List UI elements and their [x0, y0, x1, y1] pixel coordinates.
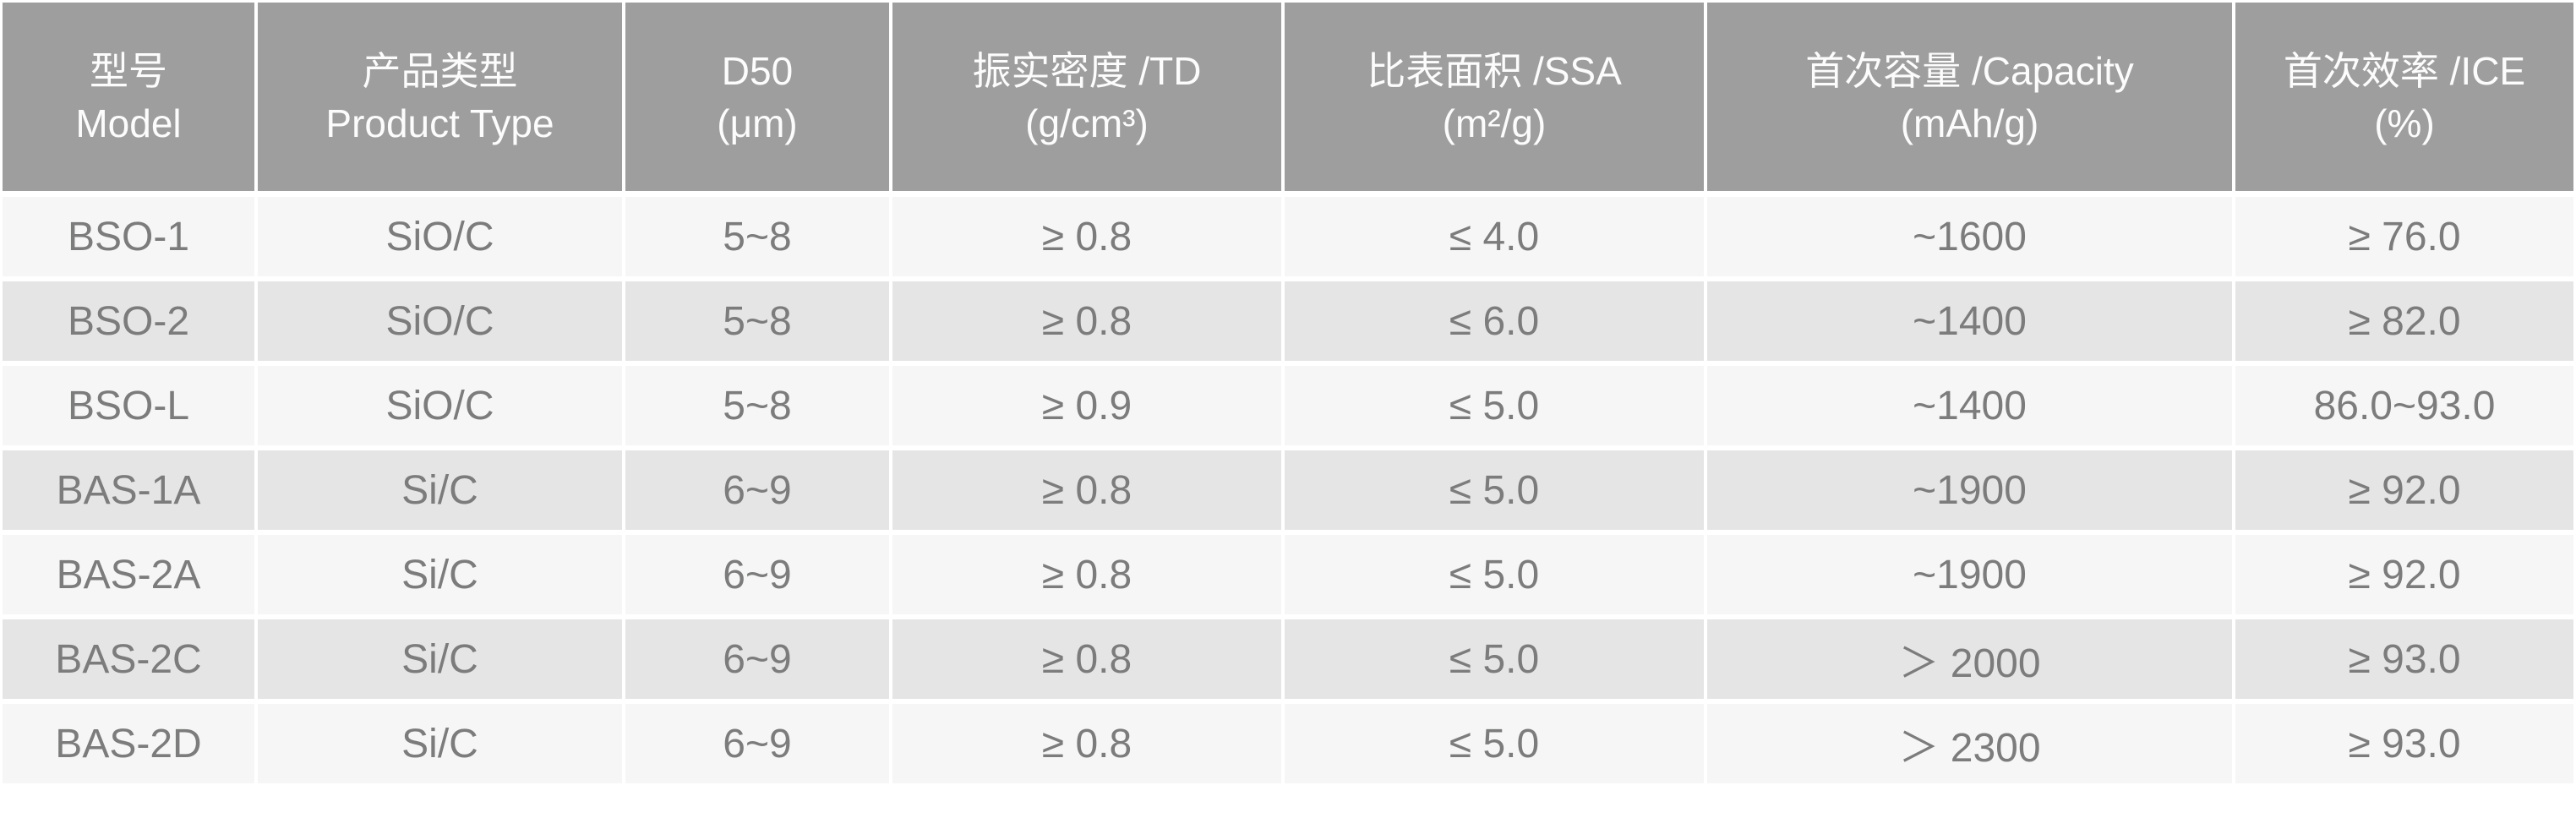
- cell-ice: ≥ 93.0: [2235, 704, 2573, 783]
- column-header-model-unit: Model: [75, 101, 182, 145]
- cell-td: ≥ 0.8: [892, 197, 1285, 276]
- cell-td: ≥ 0.9: [892, 366, 1285, 445]
- cell-capacity: ＞ 2000: [1707, 619, 2235, 699]
- cell-capacity: ~1900: [1707, 535, 2235, 614]
- cell-d50: 6~9: [625, 619, 892, 699]
- column-header-product_type: 产品类型 Product Type: [258, 3, 625, 191]
- cell-d50: 6~9: [625, 535, 892, 614]
- cell-ssa: ≤ 6.0: [1285, 281, 1707, 361]
- column-header-d50-zh: D50: [721, 48, 794, 93]
- cell-ice: ≥ 92.0: [2235, 450, 2573, 530]
- column-header-d50-unit: (μm): [717, 101, 798, 145]
- column-header-ssa-zh: 比表面积 /SSA: [1367, 48, 1622, 93]
- cell-model: BSO-2: [3, 281, 258, 361]
- column-header-capacity-unit: (mAh/g): [1900, 101, 2039, 145]
- table-row: BAS-2A Si/C 6~9 ≥ 0.8 ≤ 5.0 ~1900 ≥ 92.0: [3, 535, 2573, 614]
- column-header-ice-zh: 首次效率 /ICE: [2283, 48, 2526, 93]
- cell-td: ≥ 0.8: [892, 619, 1285, 699]
- cell-ssa: ≤ 5.0: [1285, 619, 1707, 699]
- cell-ice: ≥ 76.0: [2235, 197, 2573, 276]
- column-header-model-zh: 型号: [90, 48, 167, 93]
- cell-model: BAS-1A: [3, 450, 258, 530]
- column-header-ice: 首次效率 /ICE (%): [2235, 3, 2573, 191]
- cell-model: BAS-2C: [3, 619, 258, 699]
- cell-td: ≥ 0.8: [892, 535, 1285, 614]
- cell-product_type: Si/C: [258, 619, 625, 699]
- cell-ssa: ≤ 5.0: [1285, 535, 1707, 614]
- cell-model: BSO-L: [3, 366, 258, 445]
- cell-td: ≥ 0.8: [892, 450, 1285, 530]
- column-header-ssa-unit: (m²/g): [1442, 101, 1547, 145]
- cell-product_type: Si/C: [258, 704, 625, 783]
- table-row: BAS-2C Si/C 6~9 ≥ 0.8 ≤ 5.0 ＞ 2000 ≥ 93.0: [3, 619, 2573, 699]
- cell-td: ≥ 0.8: [892, 281, 1285, 361]
- cell-d50: 5~8: [625, 366, 892, 445]
- column-header-ssa: 比表面积 /SSA (m²/g): [1285, 3, 1707, 191]
- column-header-ice-unit: (%): [2374, 101, 2435, 145]
- cell-capacity: ~1900: [1707, 450, 2235, 530]
- cell-d50: 6~9: [625, 704, 892, 783]
- column-header-product_type-unit: Product Type: [325, 101, 554, 145]
- cell-product_type: Si/C: [258, 450, 625, 530]
- table-row: BAS-1A Si/C 6~9 ≥ 0.8 ≤ 5.0 ~1900 ≥ 92.0: [3, 450, 2573, 530]
- table-row: BSO-L SiO/C 5~8 ≥ 0.9 ≤ 5.0 ~1400 86.0~93.0: [3, 366, 2573, 445]
- table-row: BAS-2D Si/C 6~9 ≥ 0.8 ≤ 5.0 ＞ 2300 ≥ 93.0: [3, 704, 2573, 783]
- column-header-td-unit: (g/cm³): [1025, 101, 1149, 145]
- column-header-product_type-zh: 产品类型: [362, 48, 518, 93]
- column-header-model: 型号 Model: [3, 3, 258, 191]
- cell-ssa: ≤ 4.0: [1285, 197, 1707, 276]
- cell-product_type: SiO/C: [258, 281, 625, 361]
- column-header-td-zh: 振实密度 /TD: [972, 48, 1202, 93]
- cell-model: BSO-1: [3, 197, 258, 276]
- column-header-d50: D50 (μm): [625, 3, 892, 191]
- cell-ssa: ≤ 5.0: [1285, 450, 1707, 530]
- column-header-td: 振实密度 /TD (g/cm³): [892, 3, 1285, 191]
- cell-ice: ≥ 93.0: [2235, 619, 2573, 699]
- product-spec-table: 型号 Model 产品类型 Product Type D50 (μm) 振实密度 /TD (g…: [3, 3, 2573, 783]
- cell-d50: 6~9: [625, 450, 892, 530]
- cell-model: BAS-2A: [3, 535, 258, 614]
- cell-ice: ≥ 82.0: [2235, 281, 2573, 361]
- cell-product_type: SiO/C: [258, 197, 625, 276]
- cell-td: ≥ 0.8: [892, 704, 1285, 783]
- cell-capacity: ＞ 2300: [1707, 704, 2235, 783]
- cell-d50: 5~8: [625, 281, 892, 361]
- cell-capacity: ~1600: [1707, 197, 2235, 276]
- table-header-row: 型号 Model 产品类型 Product Type D50 (μm) 振实密度 /TD (g…: [3, 3, 2573, 191]
- cell-d50: 5~8: [625, 197, 892, 276]
- cell-ssa: ≤ 5.0: [1285, 366, 1707, 445]
- cell-product_type: Si/C: [258, 535, 625, 614]
- table-body: BSO-1 SiO/C 5~8 ≥ 0.8 ≤ 4.0 ~1600 ≥ 76.0 BSO-2 S…: [3, 197, 2573, 783]
- cell-ice: 86.0~93.0: [2235, 366, 2573, 445]
- cell-ice: ≥ 92.0: [2235, 535, 2573, 614]
- column-header-capacity: 首次容量 /Capacity (mAh/g): [1707, 3, 2235, 191]
- column-header-capacity-zh: 首次容量 /Capacity: [1805, 48, 2134, 93]
- cell-capacity: ~1400: [1707, 366, 2235, 445]
- cell-model: BAS-2D: [3, 704, 258, 783]
- cell-capacity: ~1400: [1707, 281, 2235, 361]
- table-row: BSO-1 SiO/C 5~8 ≥ 0.8 ≤ 4.0 ~1600 ≥ 76.0: [3, 197, 2573, 276]
- cell-product_type: SiO/C: [258, 366, 625, 445]
- cell-ssa: ≤ 5.0: [1285, 704, 1707, 783]
- table-row: BSO-2 SiO/C 5~8 ≥ 0.8 ≤ 6.0 ~1400 ≥ 82.0: [3, 281, 2573, 361]
